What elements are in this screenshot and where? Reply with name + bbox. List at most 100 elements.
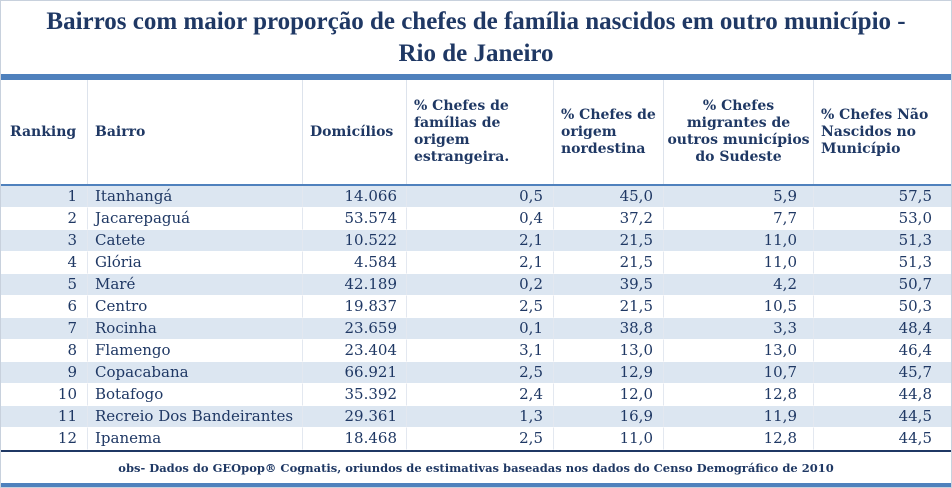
- cell-bairro: Botafogo: [88, 384, 303, 406]
- cell-origem-estrangeira: 2,5: [407, 296, 554, 318]
- cell-origem-estrangeira: 0,5: [407, 186, 554, 208]
- cell-ranking: 4: [1, 252, 88, 274]
- cell-origem-estrangeira: 3,1: [407, 340, 554, 362]
- cell-ranking: 8: [1, 340, 88, 362]
- cell-origem-estrangeira: 2,1: [407, 252, 554, 274]
- table-row: 12 Ipanema 18.468 2,5 11,0 12,8 44,5: [1, 428, 951, 450]
- table-row: 4 Glória 4.584 2,1 21,5 11,0 51,3: [1, 252, 951, 274]
- cell-bairro: Recreio Dos Bandeirantes: [88, 406, 303, 428]
- title-divider-bar: [1, 74, 951, 80]
- page-title-line2: Rio de Janeiro: [398, 39, 554, 67]
- cell-nao-nascidos: 51,3: [814, 230, 951, 252]
- cell-bairro: Jacarepaguá: [88, 208, 303, 230]
- cell-bairro: Maré: [88, 274, 303, 296]
- header-divider-bar: [1, 184, 951, 186]
- table-row: 6 Centro 19.837 2,5 21,5 10,5 50,3: [1, 296, 951, 318]
- cell-origem-nordestina: 39,5: [554, 274, 664, 296]
- cell-nao-nascidos: 51,3: [814, 252, 951, 274]
- page-title-line1: Bairros com maior proporção de chefes de…: [46, 7, 906, 35]
- cell-origem-nordestina: 12,0: [554, 384, 664, 406]
- cell-ranking: 7: [1, 318, 88, 340]
- cell-origem-nordestina: 13,0: [554, 340, 664, 362]
- cell-origem-nordestina: 37,2: [554, 208, 664, 230]
- bottom-accent-bar: [1, 483, 951, 487]
- table-row: 2 Jacarepaguá 53.574 0,4 37,2 7,7 53,0: [1, 208, 951, 230]
- page-title: Bairros com maior proporção de chefes de…: [1, 1, 951, 74]
- cell-migrantes-sudeste: 4,2: [664, 274, 814, 296]
- cell-ranking: 2: [1, 208, 88, 230]
- table-row: 10 Botafogo 35.392 2,4 12,0 12,8 44,8: [1, 384, 951, 406]
- cell-origem-estrangeira: 2,4: [407, 384, 554, 406]
- table-body: 1 Itanhangá 14.066 0,5 45,0 5,9 57,5 2 J…: [1, 186, 951, 450]
- cell-domicilios: 19.837: [303, 296, 407, 318]
- column-header-nao-nascidos: % Chefes Não Nascidos no Município: [821, 106, 929, 157]
- cell-origem-estrangeira: 2,1: [407, 230, 554, 252]
- cell-migrantes-sudeste: 5,9: [664, 186, 814, 208]
- column-header-migrantes-sudeste: % Chefes migrantes de outros municípios …: [664, 80, 814, 184]
- cell-nao-nascidos: 57,5: [814, 186, 951, 208]
- cell-migrantes-sudeste: 7,7: [664, 208, 814, 230]
- cell-nao-nascidos: 53,0: [814, 208, 951, 230]
- cell-nao-nascidos: 45,7: [814, 362, 951, 384]
- cell-origem-nordestina: 12,9: [554, 362, 664, 384]
- cell-domicilios: 23.659: [303, 318, 407, 340]
- cell-bairro: Flamengo: [88, 340, 303, 362]
- cell-domicilios: 23.404: [303, 340, 407, 362]
- cell-ranking: 10: [1, 384, 88, 406]
- cell-nao-nascidos: 50,3: [814, 296, 951, 318]
- cell-ranking: 12: [1, 428, 88, 450]
- cell-ranking: 11: [1, 406, 88, 428]
- table-row: 11 Recreio Dos Bandeirantes 29.361 1,3 1…: [1, 406, 951, 428]
- cell-origem-estrangeira: 0,2: [407, 274, 554, 296]
- cell-origem-nordestina: 21,5: [554, 230, 664, 252]
- table-row: 5 Maré 42.189 0,2 39,5 4,2 50,7: [1, 274, 951, 296]
- column-header-domicilios: Domicílios: [303, 80, 407, 184]
- cell-origem-estrangeira: 2,5: [407, 428, 554, 450]
- cell-migrantes-sudeste: 11,0: [664, 252, 814, 274]
- column-header-origem-nordestina: % Chefes de origem nordestina: [554, 80, 664, 184]
- cell-bairro: Catete: [88, 230, 303, 252]
- column-header-bairro: Bairro: [88, 80, 303, 184]
- table-row: 3 Catete 10.522 2,1 21,5 11,0 51,3: [1, 230, 951, 252]
- cell-migrantes-sudeste: 12,8: [664, 428, 814, 450]
- cell-domicilios: 4.584: [303, 252, 407, 274]
- cell-bairro: Centro: [88, 296, 303, 318]
- table-row: 1 Itanhangá 14.066 0,5 45,0 5,9 57,5: [1, 186, 951, 208]
- cell-origem-nordestina: 45,0: [554, 186, 664, 208]
- cell-domicilios: 66.921: [303, 362, 407, 384]
- cell-nao-nascidos: 44,5: [814, 428, 951, 450]
- cell-origem-estrangeira: 0,1: [407, 318, 554, 340]
- cell-bairro: Copacabana: [88, 362, 303, 384]
- cell-origem-estrangeira: 2,5: [407, 362, 554, 384]
- cell-migrantes-sudeste: 10,7: [664, 362, 814, 384]
- cell-migrantes-sudeste: 11,9: [664, 406, 814, 428]
- cell-origem-estrangeira: 0,4: [407, 208, 554, 230]
- cell-domicilios: 53.574: [303, 208, 407, 230]
- cell-domicilios: 42.189: [303, 274, 407, 296]
- cell-migrantes-sudeste: 11,0: [664, 230, 814, 252]
- cell-origem-nordestina: 11,0: [554, 428, 664, 450]
- cell-migrantes-sudeste: 12,8: [664, 384, 814, 406]
- table-row: 9 Copacabana 66.921 2,5 12,9 10,7 45,7: [1, 362, 951, 384]
- table-row: 7 Rocinha 23.659 0,1 38,8 3,3 48,4: [1, 318, 951, 340]
- cell-ranking: 1: [1, 186, 88, 208]
- cell-nao-nascidos: 50,7: [814, 274, 951, 296]
- column-header-origem-estrangeira: % Chefes de famílias de origem estrangei…: [407, 80, 554, 184]
- cell-nao-nascidos: 44,5: [814, 406, 951, 428]
- cell-origem-nordestina: 21,5: [554, 296, 664, 318]
- cell-bairro: Itanhangá: [88, 186, 303, 208]
- cell-migrantes-sudeste: 13,0: [664, 340, 814, 362]
- cell-bairro: Glória: [88, 252, 303, 274]
- cell-domicilios: 29.361: [303, 406, 407, 428]
- cell-ranking: 9: [1, 362, 88, 384]
- cell-bairro: Rocinha: [88, 318, 303, 340]
- source-note: obs- Dados do GEOpop® Cognatis, oriundos…: [118, 460, 834, 475]
- cell-origem-nordestina: 38,8: [554, 318, 664, 340]
- cell-domicilios: 14.066: [303, 186, 407, 208]
- table-row: 8 Flamengo 23.404 3,1 13,0 13,0 46,4: [1, 340, 951, 362]
- cell-ranking: 6: [1, 296, 88, 318]
- cell-migrantes-sudeste: 10,5: [664, 296, 814, 318]
- table-bottom-border: [1, 450, 951, 452]
- cell-ranking: 3: [1, 230, 88, 252]
- cell-origem-estrangeira: 1,3: [407, 406, 554, 428]
